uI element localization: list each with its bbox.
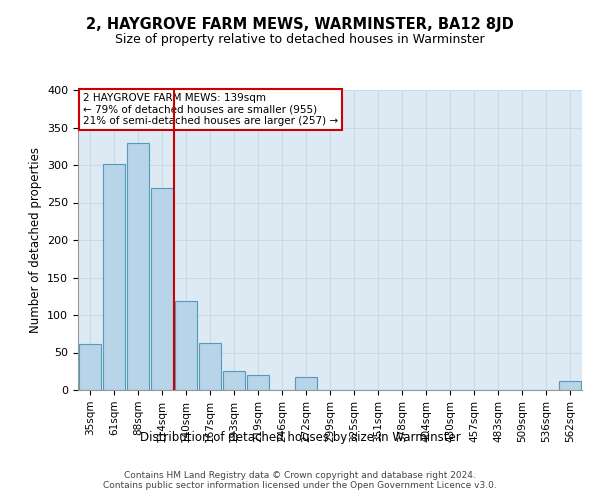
Bar xyxy=(223,371,245,390)
Bar xyxy=(79,344,101,390)
Bar xyxy=(199,343,221,390)
Y-axis label: Number of detached properties: Number of detached properties xyxy=(29,147,41,333)
Text: Size of property relative to detached houses in Warminster: Size of property relative to detached ho… xyxy=(115,32,485,46)
Bar xyxy=(295,377,317,390)
Text: Contains HM Land Registry data © Crown copyright and database right 2024.
Contai: Contains HM Land Registry data © Crown c… xyxy=(103,470,497,490)
Bar xyxy=(247,375,269,390)
Text: Distribution of detached houses by size in Warminster: Distribution of detached houses by size … xyxy=(140,431,460,444)
Bar xyxy=(175,300,197,390)
Bar xyxy=(559,381,581,390)
Text: 2, HAYGROVE FARM MEWS, WARMINSTER, BA12 8JD: 2, HAYGROVE FARM MEWS, WARMINSTER, BA12 … xyxy=(86,18,514,32)
Bar xyxy=(103,164,125,390)
Text: 2 HAYGROVE FARM MEWS: 139sqm
← 79% of detached houses are smaller (955)
21% of s: 2 HAYGROVE FARM MEWS: 139sqm ← 79% of de… xyxy=(83,93,338,126)
Bar xyxy=(127,142,149,390)
Bar xyxy=(151,188,173,390)
